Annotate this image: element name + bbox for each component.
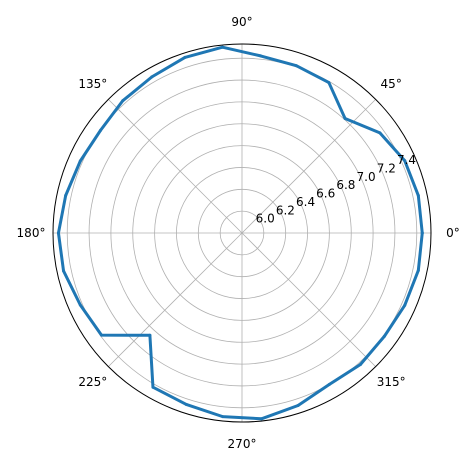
theta-tick-label-2: 90° xyxy=(231,15,252,29)
theta-tick-label-3: 135° xyxy=(78,77,107,91)
data-point-0-17 xyxy=(78,303,82,307)
data-point-0-29 xyxy=(416,268,420,272)
data-point-0-25 xyxy=(327,382,331,386)
r-tick-label-6: 7.2 xyxy=(377,162,396,176)
theta-tick-label-6: 270° xyxy=(228,437,257,451)
data-point-0-3 xyxy=(378,131,382,135)
data-point-0-18 xyxy=(99,333,103,337)
r-tick-label-0: 6.0 xyxy=(256,212,275,226)
data-point-0-15 xyxy=(56,231,60,235)
data-point-0-13 xyxy=(78,159,82,163)
data-point-0-7 xyxy=(259,54,263,58)
r-tick-label-2: 6.4 xyxy=(296,195,315,209)
theta-gridline-7 xyxy=(241,232,376,367)
theta-tick-label-1: 45° xyxy=(381,77,402,91)
theta-gridline-3 xyxy=(108,99,243,234)
theta-tick-label-7: 315° xyxy=(377,375,406,389)
data-point-0-5 xyxy=(327,81,331,85)
data-point-0-22 xyxy=(221,415,225,419)
theta-tick-label-5: 225° xyxy=(78,375,107,389)
theta-tick-label-4: 180° xyxy=(17,226,46,240)
data-point-0-11 xyxy=(121,99,125,103)
data-point-0-28 xyxy=(403,303,407,307)
theta-tick-label-0: 0° xyxy=(446,226,460,240)
data-point-0-20 xyxy=(151,385,155,389)
r-tick-label-4: 6.8 xyxy=(336,178,355,192)
data-point-0-27 xyxy=(382,334,386,338)
data-point-0-6 xyxy=(294,64,298,68)
data-point-0-30 xyxy=(420,231,424,235)
series-layer xyxy=(56,45,424,421)
data-point-0-4 xyxy=(343,117,347,121)
data-point-0-8 xyxy=(220,45,224,49)
label-layer: 0° 45° 90° 135° 180° 225° 270° 315° 6.06.26.46.6… xyxy=(17,15,460,451)
r-tick-label-1: 6.2 xyxy=(276,203,295,217)
data-point-0-1 xyxy=(416,194,420,198)
data-point-0-12 xyxy=(99,128,103,132)
theta-gridline-5 xyxy=(108,232,243,367)
data-point-0-21 xyxy=(184,402,188,406)
data-point-0-24 xyxy=(296,403,300,407)
data-point-0-16 xyxy=(62,269,66,273)
data-point-0-2 xyxy=(403,159,407,163)
r-tick-label-5: 7.0 xyxy=(357,170,376,184)
data-point-0-14 xyxy=(64,194,68,198)
data-point-0-23 xyxy=(260,417,264,421)
polar-frame xyxy=(52,43,432,423)
r-tick-label-3: 6.6 xyxy=(316,187,335,201)
data-point-0-26 xyxy=(358,363,362,367)
r-tick-label-7: 7.4 xyxy=(397,153,416,167)
data-point-0-9 xyxy=(183,55,187,59)
data-point-0-19 xyxy=(148,333,152,337)
data-point-0-10 xyxy=(150,75,154,79)
grid-layer xyxy=(52,43,432,423)
